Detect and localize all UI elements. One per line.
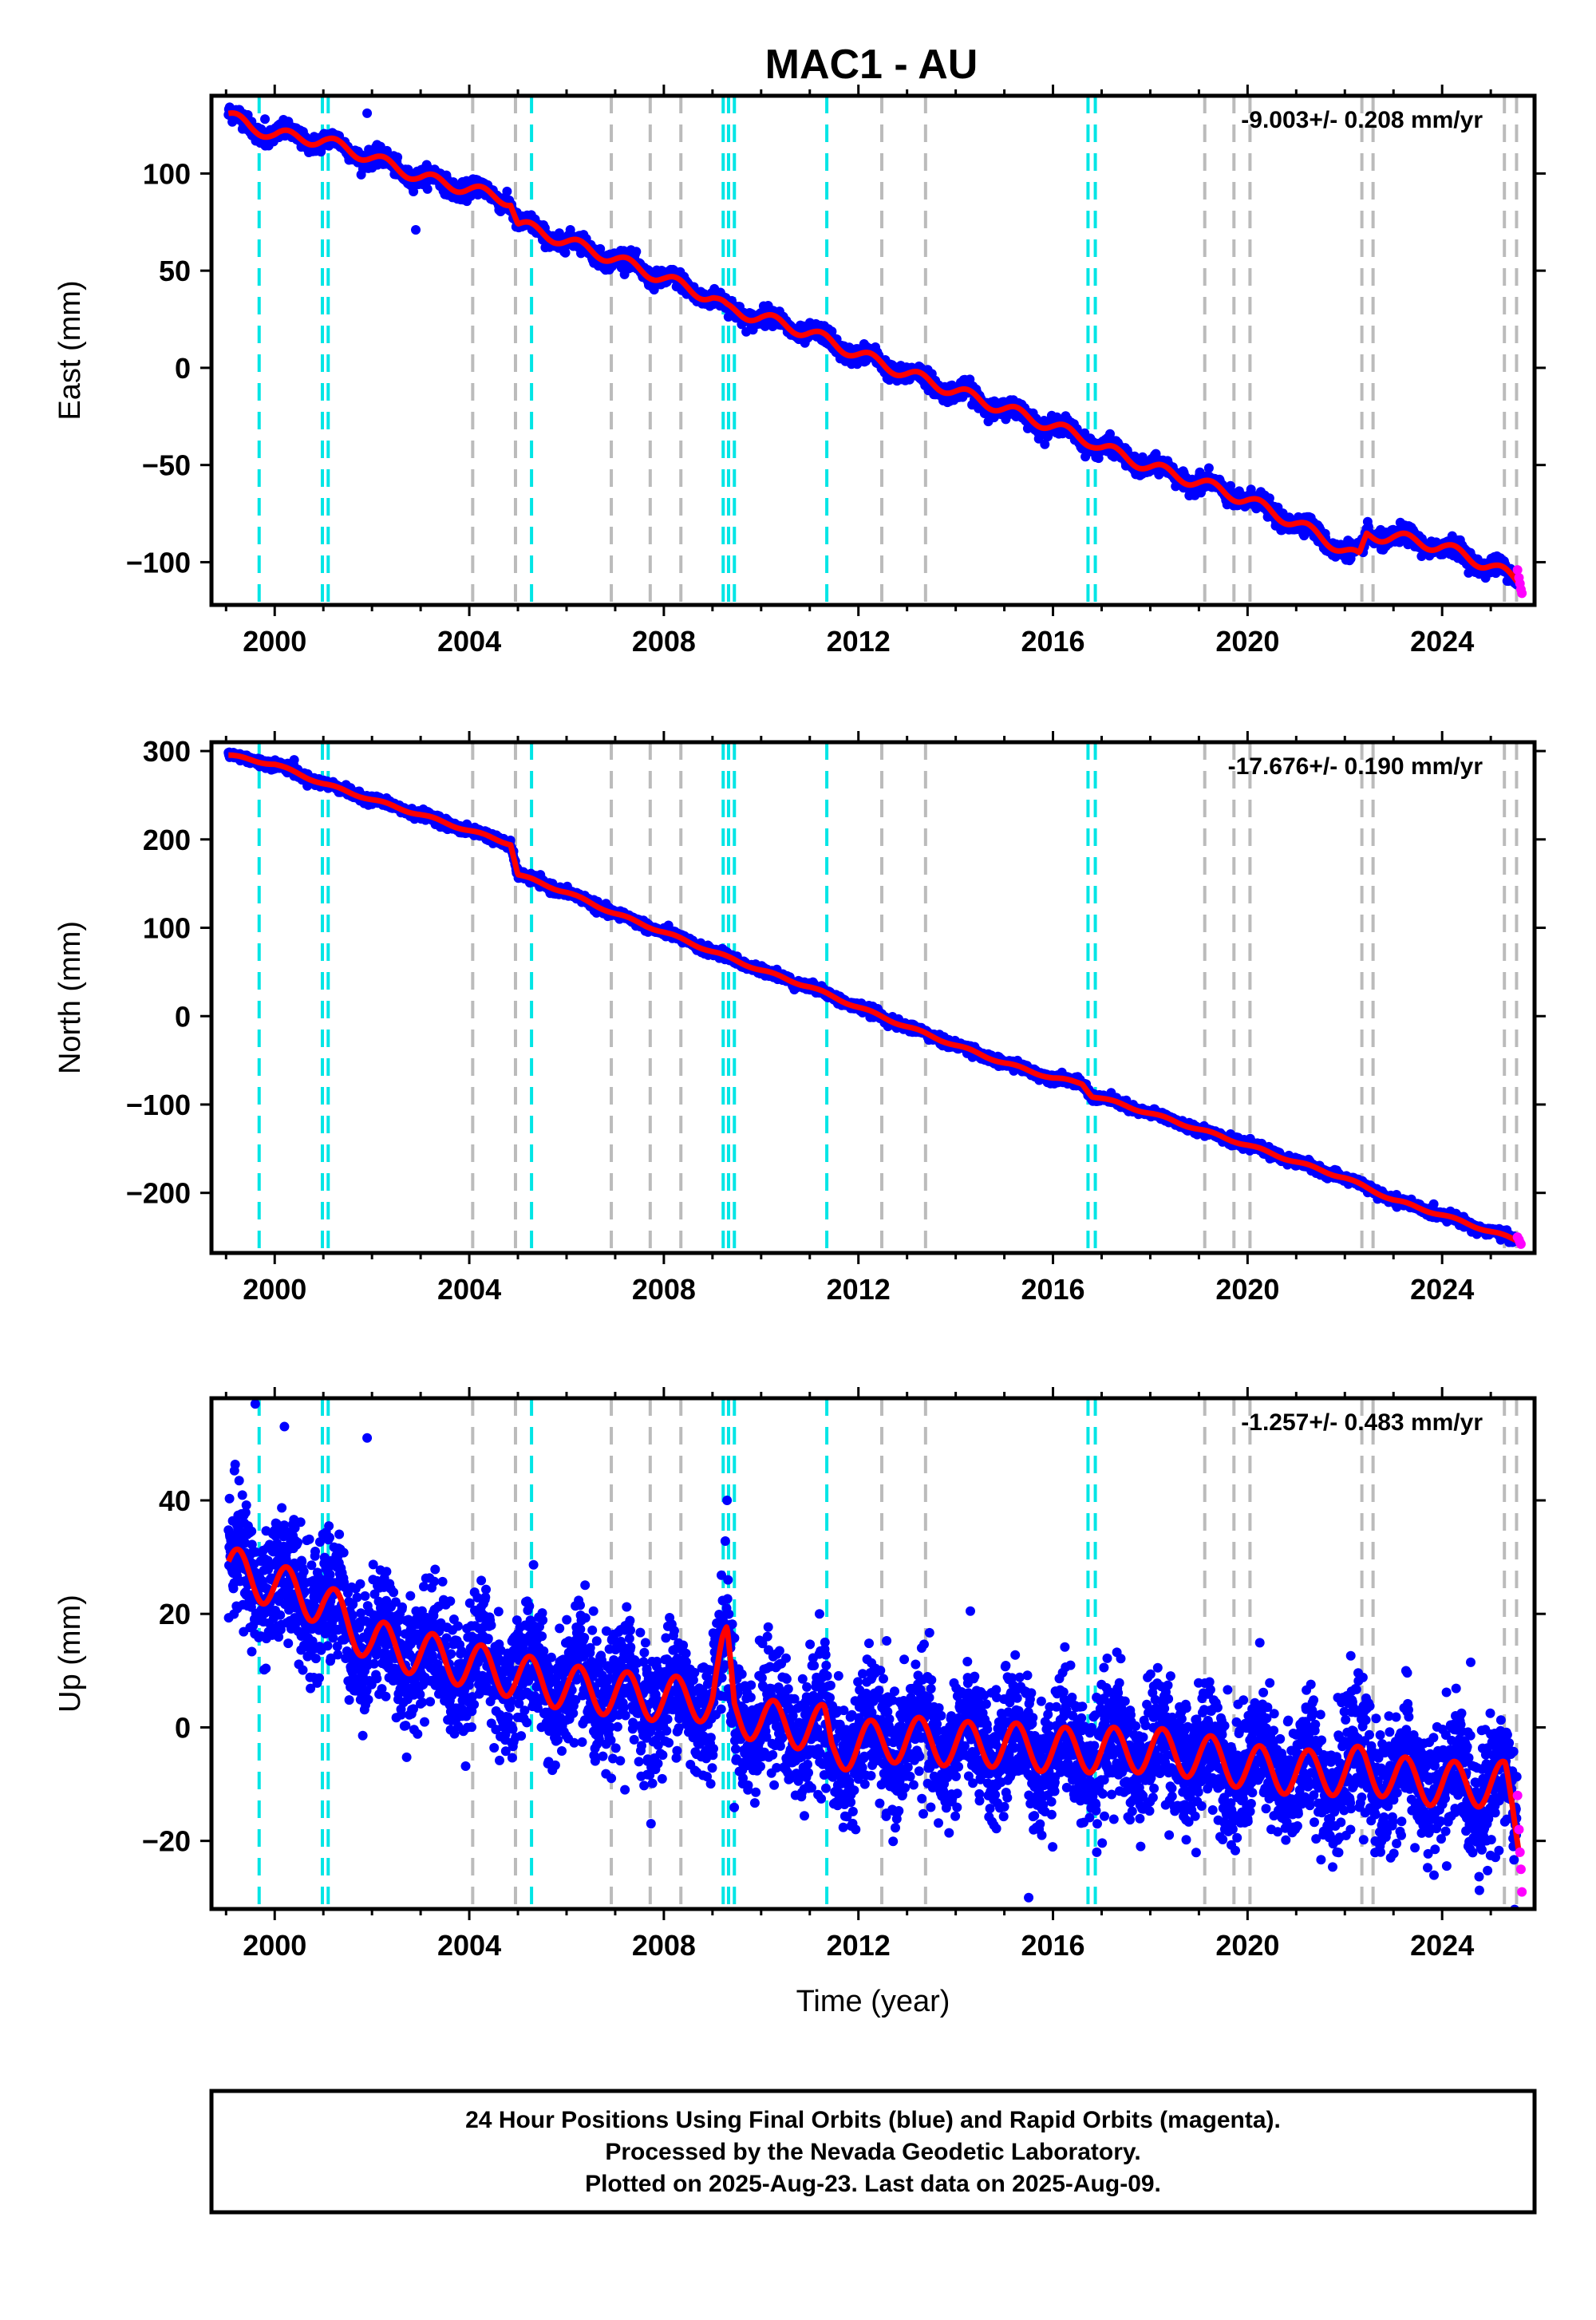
final-orbit-point — [631, 247, 641, 256]
final-orbit-outlier — [411, 225, 421, 235]
x-tick-label: 2024 — [1410, 625, 1474, 658]
final-orbit-point — [502, 187, 512, 196]
x-tick-label: 2004 — [437, 625, 501, 658]
velocity-rate-label: -9.003+/- 0.208 mm/yr — [1241, 107, 1483, 133]
y-tick-label: 100 — [143, 157, 191, 190]
x-tick-label: 2020 — [1215, 625, 1279, 658]
x-tick-label: 2016 — [1021, 625, 1084, 658]
y-tick-label: 50 — [159, 255, 191, 287]
y-tick-label: −100 — [126, 546, 191, 579]
final-orbit-point — [1204, 464, 1214, 473]
final-orbit-outlier — [260, 114, 270, 124]
x-tick-label: 2008 — [632, 625, 696, 658]
final-orbit-outlier — [362, 109, 372, 118]
y-tick-label: 0 — [175, 352, 191, 385]
final-orbit-point — [393, 152, 402, 162]
figure-title: MAC1 - AU — [765, 41, 978, 88]
x-tick-label: 2012 — [827, 625, 891, 658]
y-tick-label: −50 — [142, 449, 191, 482]
x-tick-label: 2000 — [243, 625, 306, 658]
y-axis-label: East (mm) — [53, 280, 87, 420]
rapid-orbit-point — [1517, 588, 1527, 598]
